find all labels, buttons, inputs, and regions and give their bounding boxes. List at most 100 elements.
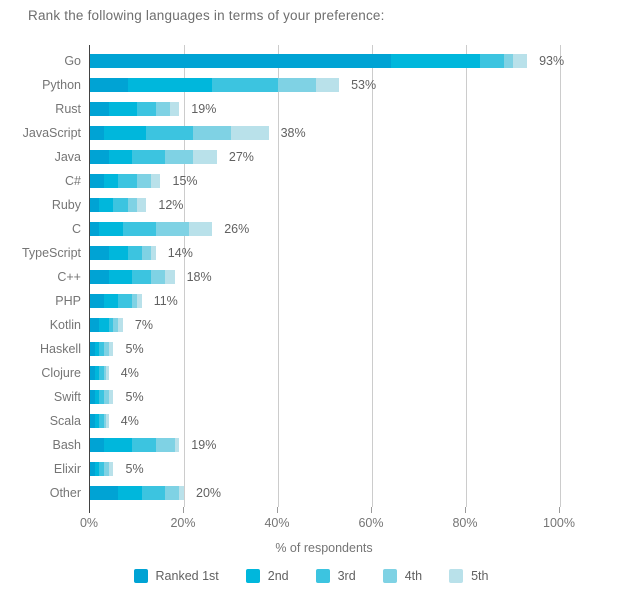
tick-mark bbox=[371, 507, 372, 513]
category-label: Haskell bbox=[40, 342, 81, 356]
bar-segment bbox=[104, 462, 109, 476]
bar-segment bbox=[165, 270, 175, 284]
bar-segment bbox=[193, 126, 231, 140]
category-label: Elixir bbox=[53, 462, 81, 476]
bar-segment bbox=[193, 150, 217, 164]
stacked-bar bbox=[90, 270, 175, 284]
bar-segment bbox=[90, 126, 105, 140]
bar-segment bbox=[90, 486, 119, 500]
stacked-bar bbox=[90, 366, 109, 380]
bar-segment bbox=[90, 102, 109, 116]
bar-segment bbox=[90, 246, 109, 260]
bar-segment bbox=[165, 486, 180, 500]
stacked-bar bbox=[90, 318, 123, 332]
bar-segment bbox=[104, 294, 119, 308]
gridline bbox=[560, 45, 561, 507]
total-value-label: 18% bbox=[186, 270, 212, 284]
bar-row: C++ 18% bbox=[57, 265, 560, 289]
gridline bbox=[184, 45, 185, 507]
legend-label: 5th bbox=[471, 569, 489, 583]
x-tick-label: 0% bbox=[79, 516, 99, 530]
x-tick-label: 60% bbox=[358, 516, 384, 530]
bar-segment bbox=[127, 246, 142, 260]
gridline bbox=[278, 45, 279, 507]
bar-segment bbox=[136, 102, 156, 116]
total-value-label: 11% bbox=[153, 294, 178, 308]
legend-item: 3rd bbox=[315, 569, 356, 583]
bar-segment bbox=[90, 390, 95, 404]
bar-segment bbox=[108, 102, 137, 116]
bar-segment bbox=[90, 198, 100, 212]
category-label: Kotlin bbox=[49, 318, 81, 332]
total-value-label: 53% bbox=[351, 78, 377, 92]
bar-segment bbox=[108, 150, 133, 164]
legend-item: 2nd bbox=[245, 569, 289, 583]
total-value-label: 15% bbox=[172, 174, 198, 188]
stacked-bar bbox=[90, 78, 340, 92]
total-value-label: 19% bbox=[191, 438, 217, 452]
stacked-bar bbox=[90, 174, 161, 188]
bar-segment bbox=[108, 390, 114, 404]
total-value-label: 7% bbox=[134, 318, 153, 332]
bar-segment bbox=[315, 78, 340, 92]
chart-title: Rank the following languages in terms of… bbox=[28, 8, 385, 23]
category-label: C# bbox=[65, 174, 81, 188]
plot-area: Go 93% Python 53% Rust 19% JavaScript 38% Java 27… bbox=[22, 45, 564, 507]
legend-label: 4th bbox=[404, 569, 423, 583]
legend: Ranked 1st 2nd 3rd 4th 5th bbox=[0, 565, 622, 587]
bar-segment bbox=[179, 486, 184, 500]
gridline bbox=[372, 45, 373, 507]
bar-segment bbox=[118, 318, 123, 332]
tick-mark bbox=[277, 507, 278, 513]
bar-segment bbox=[99, 390, 105, 404]
total-value-label: 12% bbox=[158, 198, 184, 212]
bar-row: Rust 19% bbox=[55, 97, 560, 121]
bar-segment bbox=[104, 366, 107, 380]
bar-segment bbox=[106, 414, 109, 428]
x-tick-label: 80% bbox=[452, 516, 478, 530]
stacked-bar bbox=[90, 150, 217, 164]
bar-segment bbox=[118, 174, 137, 188]
bar-segment bbox=[132, 150, 166, 164]
bar-segment bbox=[151, 246, 156, 260]
bar-segment bbox=[94, 342, 100, 356]
bar-segment bbox=[151, 174, 161, 188]
stacked-bar bbox=[90, 390, 114, 404]
bar-segment bbox=[90, 366, 95, 380]
bar-segment bbox=[113, 318, 119, 332]
bar-row: Ruby 12% bbox=[52, 193, 560, 217]
bar-segment bbox=[165, 150, 194, 164]
gridline bbox=[466, 45, 467, 507]
legend-item: 4th bbox=[382, 569, 423, 583]
bar-segment bbox=[104, 414, 107, 428]
bar-segment bbox=[90, 318, 100, 332]
bar-segment bbox=[141, 246, 152, 260]
bar-segment bbox=[141, 486, 166, 500]
bar-row: Clojure 4% bbox=[41, 361, 560, 385]
bar-segment bbox=[90, 222, 100, 236]
bar-segment bbox=[136, 294, 142, 308]
bar-segment bbox=[136, 174, 152, 188]
bar-row: Other 20% bbox=[50, 481, 560, 505]
bar-segment bbox=[174, 438, 180, 452]
bar-row: Go 93% bbox=[64, 49, 564, 73]
bar-segment bbox=[108, 270, 133, 284]
bar-segment bbox=[113, 198, 128, 212]
category-label: Scala bbox=[49, 414, 81, 428]
bar-segment bbox=[146, 126, 194, 140]
stacked-bar bbox=[90, 462, 114, 476]
bar-row: Bash 19% bbox=[53, 433, 560, 457]
bar-segment bbox=[99, 366, 105, 380]
category-label: Swift bbox=[53, 390, 81, 404]
legend-item: 5th bbox=[449, 569, 488, 583]
total-value-label: 5% bbox=[125, 462, 144, 476]
legend-swatch-icon bbox=[245, 569, 260, 583]
category-label: PHP bbox=[55, 294, 81, 308]
legend-swatch-icon bbox=[315, 569, 330, 583]
bar-segment bbox=[127, 198, 137, 212]
category-label: Ruby bbox=[51, 198, 81, 212]
stacked-bar bbox=[90, 342, 114, 356]
x-tick-label: 20% bbox=[170, 516, 196, 530]
bar-segment bbox=[122, 222, 156, 236]
bar-row: Swift 5% bbox=[54, 385, 560, 409]
